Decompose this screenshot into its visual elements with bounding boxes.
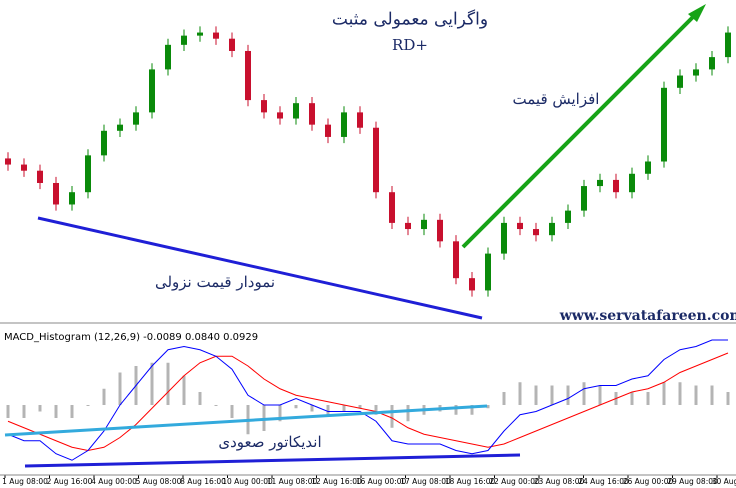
histogram-bar xyxy=(198,392,202,405)
histogram-bar xyxy=(118,372,122,405)
chart-subtitle: RD+ xyxy=(392,36,428,54)
histogram-bar xyxy=(534,385,538,405)
histogram-bar xyxy=(726,392,730,405)
histogram-bar xyxy=(230,405,234,418)
annotation: افزایش قیمت xyxy=(513,90,600,108)
label-box xyxy=(0,329,222,344)
trend-line-down xyxy=(37,216,483,320)
macd-trend-line xyxy=(24,453,521,468)
histogram-bar xyxy=(38,405,42,412)
histogram-bar xyxy=(598,385,602,405)
histogram-bar xyxy=(470,405,474,415)
x-tick-label: 12 Aug 16:00 xyxy=(311,477,362,486)
histogram-bar xyxy=(166,362,170,405)
x-tick-label: 22 Aug 00:00 xyxy=(489,477,540,486)
x-tick-label: 16 Aug 00:00 xyxy=(356,477,407,486)
histogram-bar xyxy=(454,405,458,415)
histogram-bar xyxy=(710,385,714,405)
histogram-bar xyxy=(390,405,394,428)
histogram-bar xyxy=(678,382,682,405)
histogram-bar xyxy=(326,405,330,415)
x-tick-label: 11 Aug 08:00 xyxy=(267,477,318,486)
x-tick-label: 17 Aug 08:00 xyxy=(400,477,451,486)
histogram-bar xyxy=(374,405,378,415)
histogram-bar xyxy=(310,405,314,412)
x-tick-label: 5 Aug 08:00 xyxy=(136,477,182,486)
watermark: www.servatafareen.com xyxy=(559,308,736,324)
chart-title: واگرایی معمولی مثبت xyxy=(332,9,488,30)
x-tick-label: 2 Aug 16:00 xyxy=(47,477,93,486)
histogram-bar xyxy=(406,405,410,422)
indicator-line xyxy=(7,352,729,452)
histogram-bar xyxy=(486,405,490,409)
histogram-bar xyxy=(150,362,154,405)
histogram-bar xyxy=(54,405,58,418)
histogram-bar xyxy=(630,392,634,405)
histogram-bar xyxy=(502,392,506,405)
trend-arrow-up xyxy=(461,12,698,249)
indicator-line xyxy=(7,339,728,461)
histogram-layer xyxy=(6,362,730,435)
histogram-bar xyxy=(646,392,650,405)
x-tick-label: 8 Aug 16:00 xyxy=(180,477,226,486)
histogram-bar xyxy=(662,382,666,405)
histogram-bar xyxy=(86,405,90,406)
histogram-bar xyxy=(694,385,698,405)
x-tick-label: 1 Aug 08:00 xyxy=(2,477,48,486)
histogram-bar xyxy=(182,375,186,405)
histogram-bar xyxy=(358,405,362,409)
macd-trend-line xyxy=(4,404,488,437)
annotation: نمودار قیمت نزولی xyxy=(155,273,275,291)
x-tick-label: 4 Aug 00:00 xyxy=(91,477,137,486)
x-tick-label: 18 Aug 16:00 xyxy=(445,477,496,486)
histogram-bar xyxy=(102,388,106,405)
x-tick-label: 29 Aug 08:00 xyxy=(667,477,718,486)
x-tick-label: 23 Aug 08:00 xyxy=(534,477,585,486)
histogram-bar xyxy=(342,405,346,412)
x-tick-label: 24 Aug 16:00 xyxy=(578,477,629,486)
histogram-bar xyxy=(278,405,282,422)
indicator-label: MACD_Histogram (12,26,9) -0.0089 0.0840 … xyxy=(4,332,258,343)
histogram-bar xyxy=(550,385,554,405)
histogram-bar xyxy=(22,405,26,418)
histogram-bar xyxy=(214,405,218,406)
x-tick-label: 30 Aug 16:00 xyxy=(712,477,736,486)
histogram-bar xyxy=(70,405,74,418)
x-tick-label: 26 Aug 00:00 xyxy=(623,477,674,486)
histogram-bar xyxy=(294,405,298,409)
x-tick-label: 10 Aug 00:00 xyxy=(222,477,273,486)
histogram-bar xyxy=(582,382,586,405)
annotation: اندیکاتور صعودی xyxy=(218,433,321,451)
histogram-bar xyxy=(518,382,522,405)
histogram-bar xyxy=(6,405,10,418)
arrow-head xyxy=(688,4,706,22)
histogram-bar xyxy=(566,385,570,405)
